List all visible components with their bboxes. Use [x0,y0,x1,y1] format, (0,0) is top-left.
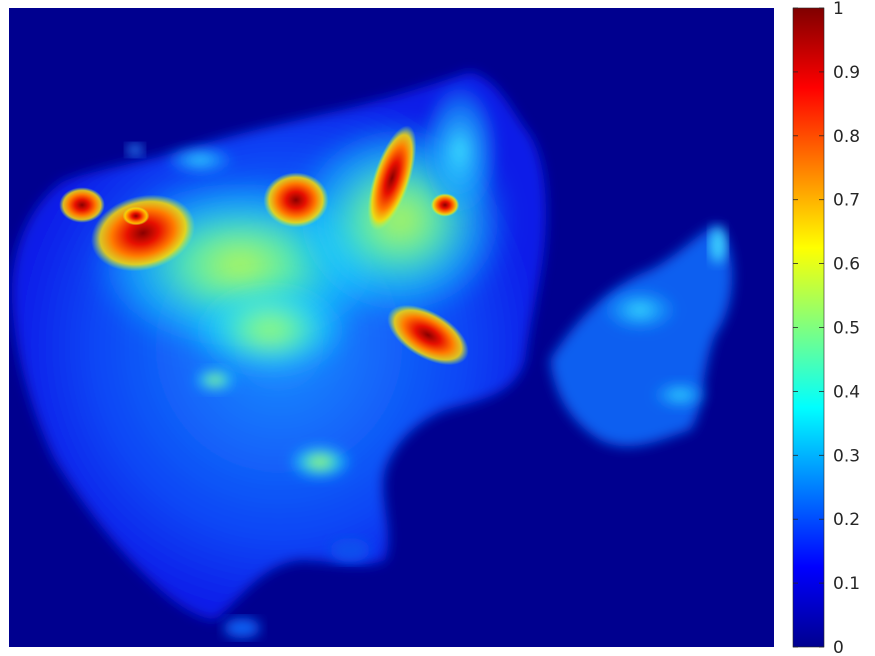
right-lobe-tip [710,227,726,263]
hotspot-2 [90,194,196,272]
colorbar-tick-label: 0 [833,638,844,656]
right-lobe-highlight-2 [652,381,708,409]
colorbar-tick-label: 1 [833,0,844,19]
warm-zone-5 [288,444,352,480]
island-bottom [224,618,260,638]
hotspot-5 [430,193,460,217]
warm-zone-4 [420,80,500,220]
hotspots [59,125,469,366]
colorbar-tick-label: 0.8 [833,127,860,147]
hotspot-3 [263,172,329,228]
island-bottom-2 [330,538,370,562]
colorbar-ticks: 0 0.1 0.2 0.3 0.4 0.5 0.6 0.7 0.8 0.9 1 [793,0,860,656]
heatmap-field [11,72,733,638]
colorbar: 0 0.1 0.2 0.3 0.4 0.5 0.6 0.7 0.8 0.9 1 [792,0,860,656]
hotspot-6 [387,304,469,366]
colorbar-tick-label: 0.3 [833,446,860,466]
warm-zone-7 [165,146,235,174]
right-lobe-highlight [602,288,678,332]
hotspot-1 [59,187,105,223]
colorbar-tick-label: 0.7 [833,191,860,211]
colorbar-tick-label: 0.2 [833,510,860,530]
colorbar-tick-label: 0.9 [833,63,860,83]
hotspot-7 [122,206,150,226]
island-top [127,144,143,156]
hotspot-4 [367,125,417,231]
warm-zone-3 [190,285,350,375]
colorbar-tick-label: 0.1 [833,574,860,594]
colorbar-tick-label: 0.6 [833,255,860,275]
colorbar-tick-label: 0.5 [833,319,860,339]
colorbar-tick-label: 0.4 [833,382,860,402]
warm-zone-6 [193,368,237,392]
